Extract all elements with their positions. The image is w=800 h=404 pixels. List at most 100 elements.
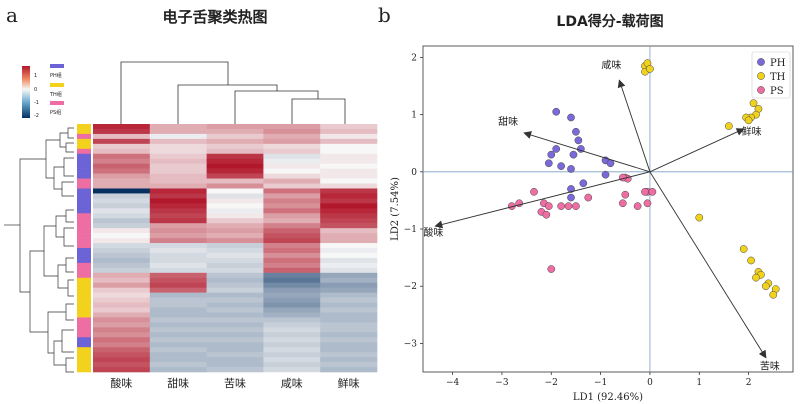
heatmap-cell — [263, 302, 321, 308]
heatmap-cell — [263, 128, 321, 135]
heatmap-cell — [263, 138, 321, 145]
lda-plot-frame — [422, 45, 794, 373]
loading-label: 鲜味 — [742, 125, 762, 138]
heatmap-cell — [263, 367, 321, 373]
row-group-cell — [77, 337, 91, 343]
heatmap-cell — [320, 168, 378, 174]
heatmap-cell — [93, 198, 151, 204]
row-group-cell — [77, 153, 91, 160]
loading-arrow — [523, 131, 651, 173]
heatmap-cell — [149, 168, 207, 174]
row-group-cell — [77, 252, 91, 259]
heatmap-cell — [320, 322, 378, 328]
row-group-cell — [77, 367, 91, 373]
heatmap-cell — [263, 148, 321, 155]
heatmap-cell — [263, 297, 321, 303]
heatmap-cell — [206, 317, 264, 323]
heatmap-cell — [93, 352, 151, 358]
heatmap-cell — [320, 218, 378, 224]
heatmap-cell — [93, 307, 151, 313]
heatmap-cell — [263, 193, 321, 199]
heatmap-cell — [206, 267, 264, 274]
heatmap-cell — [149, 153, 207, 160]
heatmap-cell — [263, 153, 321, 160]
heatmap-column-label: 甜味 — [167, 377, 189, 390]
heatmap-cell — [93, 243, 151, 249]
heatmap-cell — [320, 243, 378, 249]
heatmap-cell — [206, 183, 264, 189]
colorbar-tick: 1 — [34, 73, 37, 79]
heatmap-cell — [93, 367, 151, 373]
heatmap-cell — [263, 223, 321, 229]
heatmap-cell — [206, 257, 264, 264]
heatmap-cell — [206, 302, 264, 308]
heatmap-cell — [149, 312, 207, 318]
heatmap-cell — [206, 287, 264, 293]
heatmap-cell — [149, 347, 207, 353]
heatmap-cell — [320, 188, 378, 194]
score-point-th — [749, 99, 758, 108]
heatmap-cell — [320, 367, 378, 373]
heatmap-cell — [320, 277, 378, 284]
x-axis-label: LD1 (92.46%) — [573, 392, 643, 403]
heatmap-cell — [320, 297, 378, 303]
row-group-cell — [77, 233, 91, 239]
heatmap-cell — [149, 128, 207, 135]
heatmap-cell — [93, 337, 151, 343]
heatmap-cell — [149, 327, 207, 333]
heatmap-cell — [320, 307, 378, 313]
heatmap-cell — [149, 124, 207, 130]
heatmap-cell — [263, 317, 321, 323]
heatmap-cell — [206, 228, 264, 234]
column-dendrogram — [120, 61, 346, 124]
heatmap-cell — [149, 148, 207, 155]
row-group-cell — [77, 243, 91, 249]
heatmap-cell — [93, 188, 151, 194]
score-point-th — [725, 122, 733, 130]
heatmap-cell — [320, 124, 378, 130]
heatmap-cell — [263, 347, 321, 353]
row-group-cell — [77, 302, 91, 308]
row-group-cell — [77, 322, 91, 328]
heatmap-cell — [149, 163, 207, 169]
heatmap-cell — [263, 272, 321, 279]
score-point-th — [739, 245, 748, 253]
panel-b-letter: b — [378, 3, 391, 27]
score-point-ps — [530, 187, 538, 196]
score-point-ps — [643, 199, 652, 208]
heatmap-cell — [263, 322, 321, 328]
row-group-cell — [77, 158, 91, 164]
heatmap-cell — [320, 262, 378, 269]
row-group-cell — [77, 327, 91, 333]
heatmap-cell — [263, 332, 321, 338]
score-point-ph — [579, 179, 588, 188]
row-group-cell — [77, 183, 91, 189]
heatmap-cell — [93, 292, 151, 298]
heatmap-cell — [149, 267, 207, 274]
heatmap-cell — [320, 203, 378, 209]
heatmap-cell — [93, 248, 151, 254]
heatmap-cell — [93, 153, 151, 160]
heatmap-cell — [320, 282, 378, 288]
heatmap-cell — [149, 158, 207, 164]
heatmap-cell — [149, 302, 207, 308]
heatmap-cell — [93, 143, 151, 150]
heatmap-cell — [149, 228, 207, 234]
heatmap-cell — [206, 347, 264, 353]
colorbar-tick: 0 — [34, 87, 37, 93]
heatmap-cell — [93, 317, 151, 323]
heatmap-cell — [93, 327, 151, 333]
heatmap-cell — [320, 213, 378, 219]
heatmap-cell — [263, 277, 321, 284]
heatmap-cell — [93, 362, 151, 368]
loading-label: 咸味 — [601, 59, 621, 71]
score-point-ph — [557, 162, 565, 170]
heatmap-cell — [206, 342, 264, 348]
heatmap-cell — [93, 252, 151, 259]
row-group-cell — [77, 267, 91, 274]
heatmap-column-labels: 酸味 甜味 苦味 咸味 鲜味 — [110, 376, 359, 390]
heatmap-cell — [263, 352, 321, 358]
heatmap-cell — [206, 362, 264, 368]
